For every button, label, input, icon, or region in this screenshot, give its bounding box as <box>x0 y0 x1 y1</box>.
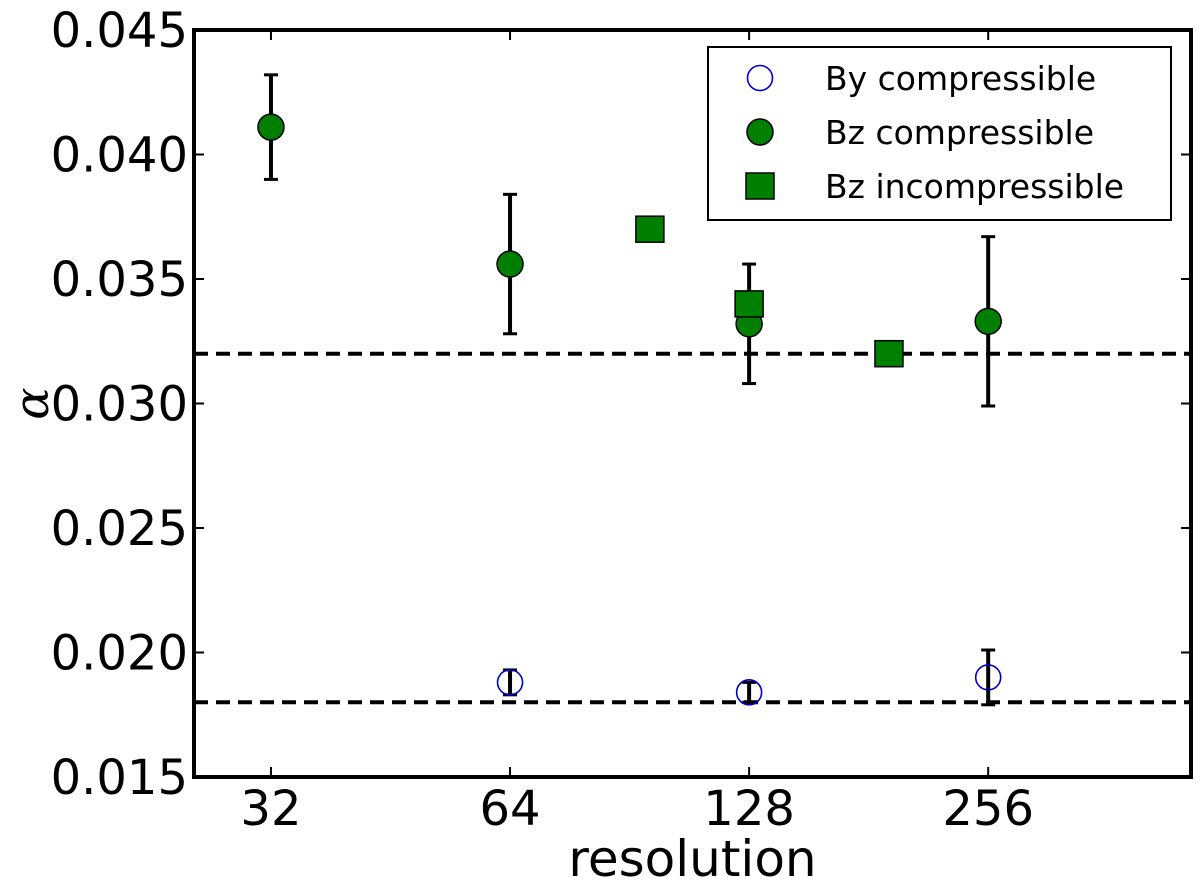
data-point <box>635 215 665 243</box>
x-axis-label: resolution <box>568 830 816 883</box>
legend-box <box>707 46 1172 221</box>
data-point <box>496 250 524 278</box>
x-tick-label: 128 <box>703 781 795 837</box>
y-tick-label: 0.030 <box>51 377 188 433</box>
axis-tick-labels: 32 64 128 256 0.015 0.020 0.025 0.030 0.035 0.040… <box>51 3 1034 837</box>
data-point <box>735 679 763 706</box>
y-axis-label: α <box>4 387 60 419</box>
y-tick-label: 0.025 <box>51 501 188 557</box>
data-point <box>734 290 764 318</box>
data-point <box>974 307 1002 336</box>
legend-label: Bz incompressible <box>825 167 1124 206</box>
x-tick-label: 256 <box>942 781 1034 837</box>
y-tick-label: 0.020 <box>51 626 188 682</box>
axis-ticks <box>194 29 1191 778</box>
legend-label: Bz compressible <box>825 113 1094 152</box>
legend: By compressible Bz compressible Bz incompr… <box>707 46 1172 221</box>
x-tick-label: 64 <box>480 781 541 837</box>
data-markers <box>257 113 1002 706</box>
x-tick-label: 32 <box>240 781 301 837</box>
legend-label: By compressible <box>825 59 1096 98</box>
y-tick-label: 0.045 <box>51 3 188 59</box>
data-point <box>257 113 285 141</box>
y-tick-label: 0.015 <box>51 750 188 806</box>
y-tick-label: 0.035 <box>51 252 188 308</box>
legend-marker <box>746 118 774 146</box>
reference-lines <box>194 351 1191 705</box>
data-point <box>974 664 1002 691</box>
legend-marker <box>745 172 775 200</box>
data-point <box>874 339 904 368</box>
legend-marker <box>746 64 774 92</box>
data-point <box>496 669 524 696</box>
y-tick-label: 0.040 <box>51 128 188 184</box>
